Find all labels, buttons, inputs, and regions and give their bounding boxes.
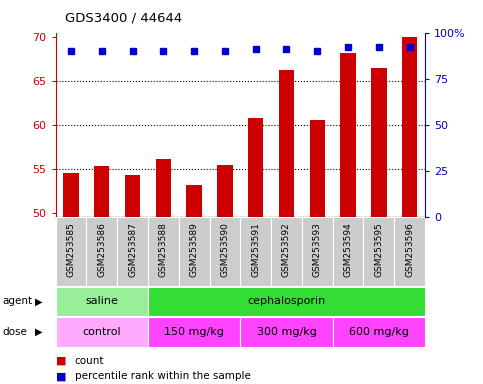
Bar bbox=[86, 217, 117, 286]
Text: ■: ■ bbox=[56, 371, 66, 381]
Bar bbox=[364, 217, 394, 286]
Bar bbox=[248, 118, 263, 217]
Bar bbox=[117, 217, 148, 286]
Bar bbox=[217, 165, 233, 217]
Bar bbox=[125, 175, 140, 217]
Text: 300 mg/kg: 300 mg/kg bbox=[256, 327, 316, 337]
Text: 600 mg/kg: 600 mg/kg bbox=[349, 327, 409, 337]
FancyBboxPatch shape bbox=[148, 287, 425, 316]
Text: GSM253586: GSM253586 bbox=[97, 222, 106, 277]
Text: GSM253590: GSM253590 bbox=[220, 222, 229, 277]
Text: GSM253587: GSM253587 bbox=[128, 222, 137, 277]
Bar bbox=[333, 217, 364, 286]
Bar bbox=[394, 217, 425, 286]
Text: saline: saline bbox=[85, 296, 118, 306]
Text: ■: ■ bbox=[56, 356, 66, 366]
Text: GSM253591: GSM253591 bbox=[251, 222, 260, 277]
Text: 150 mg/kg: 150 mg/kg bbox=[164, 327, 224, 337]
FancyBboxPatch shape bbox=[56, 287, 148, 316]
Bar bbox=[186, 185, 202, 217]
Bar bbox=[210, 217, 240, 286]
Text: cephalosporin: cephalosporin bbox=[247, 296, 326, 306]
Text: GSM253594: GSM253594 bbox=[343, 222, 353, 277]
FancyBboxPatch shape bbox=[333, 318, 425, 347]
Text: ▶: ▶ bbox=[35, 327, 43, 337]
Text: GSM253593: GSM253593 bbox=[313, 222, 322, 277]
Text: GDS3400 / 44644: GDS3400 / 44644 bbox=[65, 12, 183, 25]
Bar bbox=[371, 68, 386, 217]
Bar bbox=[310, 121, 325, 217]
Text: control: control bbox=[83, 327, 121, 337]
Text: GSM253585: GSM253585 bbox=[67, 222, 75, 277]
FancyBboxPatch shape bbox=[241, 318, 333, 347]
Text: count: count bbox=[75, 356, 104, 366]
FancyBboxPatch shape bbox=[148, 318, 241, 347]
Bar bbox=[179, 217, 210, 286]
FancyBboxPatch shape bbox=[56, 318, 148, 347]
Bar bbox=[94, 166, 110, 217]
Bar bbox=[341, 53, 356, 217]
Bar bbox=[279, 70, 294, 217]
Bar bbox=[271, 217, 302, 286]
Bar bbox=[302, 217, 333, 286]
Text: percentile rank within the sample: percentile rank within the sample bbox=[75, 371, 251, 381]
Text: ▶: ▶ bbox=[35, 296, 43, 306]
Text: GSM253595: GSM253595 bbox=[374, 222, 384, 277]
Bar bbox=[240, 217, 271, 286]
Text: GSM253588: GSM253588 bbox=[159, 222, 168, 277]
Bar bbox=[56, 217, 86, 286]
Text: agent: agent bbox=[2, 296, 32, 306]
Text: GSM253592: GSM253592 bbox=[282, 222, 291, 277]
Bar bbox=[63, 173, 79, 217]
Text: GSM253596: GSM253596 bbox=[405, 222, 414, 277]
Text: GSM253589: GSM253589 bbox=[190, 222, 199, 277]
Bar bbox=[148, 217, 179, 286]
Bar bbox=[402, 37, 417, 217]
Bar bbox=[156, 159, 171, 217]
Text: dose: dose bbox=[2, 327, 28, 337]
